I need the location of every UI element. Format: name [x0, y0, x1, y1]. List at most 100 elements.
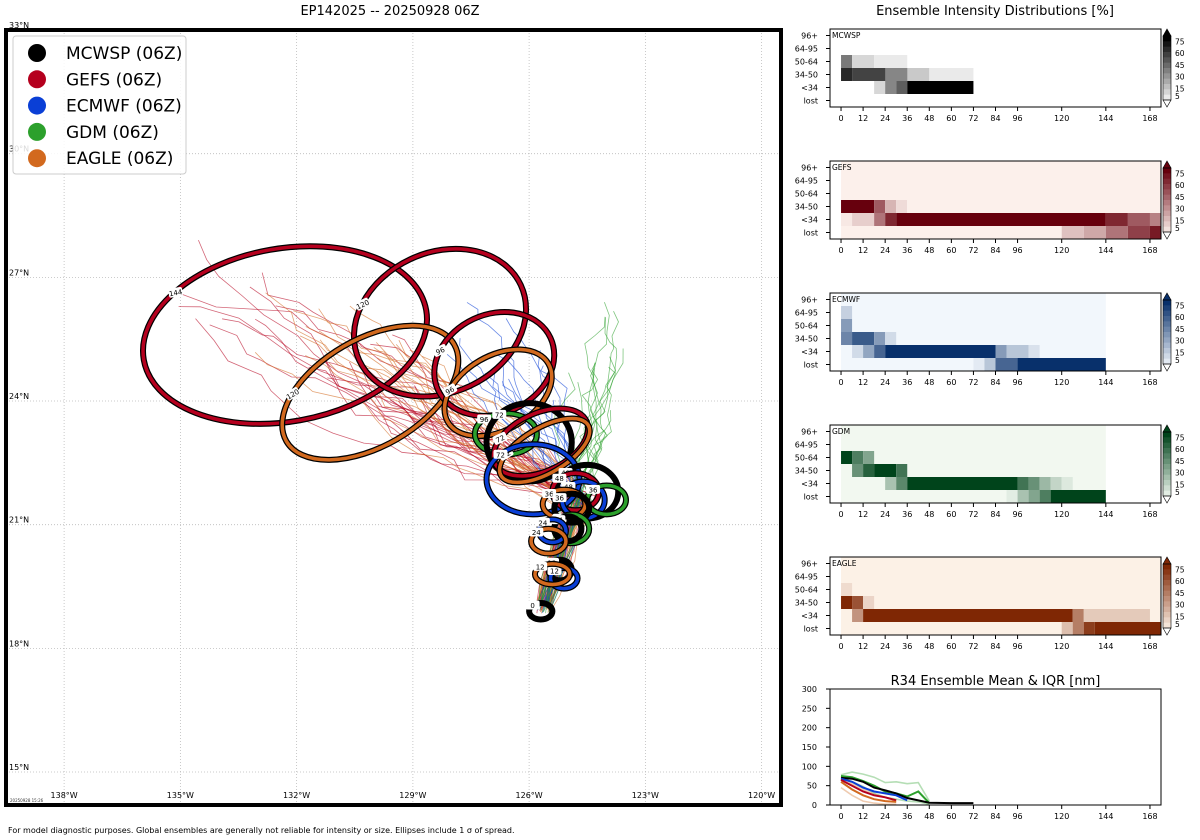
ellipse-hour-label: 96: [480, 416, 489, 424]
colorbar-segment: [1163, 612, 1171, 618]
heatmap-cell: [929, 68, 974, 81]
heatmap-row-label: 64-95: [795, 573, 818, 582]
heatmap-row-label: 50-64: [795, 58, 818, 67]
r34-title: R34 Ensemble Mean & IQR [nm]: [891, 674, 1101, 689]
heatmap-model-name: ECMWF: [832, 295, 860, 304]
ellipse-hour-label: 72: [495, 411, 504, 419]
heatmap-row-label: 50-64: [795, 322, 818, 331]
heatmap-x-tick-label: 0: [838, 246, 843, 255]
heatmap-cell: [841, 451, 1106, 464]
heatmap-cell: [1028, 490, 1040, 503]
colorbar-segment: [1163, 453, 1171, 460]
heatmap-cell: [841, 200, 875, 213]
colorbar-tick-label: 30: [1175, 337, 1185, 346]
colorbar-segment: [1163, 226, 1171, 233]
colorbar-segment: [1163, 305, 1171, 312]
colorbar-tick-label: 60: [1175, 313, 1185, 322]
heatmap-cell: [874, 55, 908, 68]
heatmap-x-tick-label: 48: [924, 378, 934, 387]
r34-x-tick-label: 84: [990, 812, 1000, 821]
colorbar-tick-label: 30: [1175, 73, 1185, 82]
heatmap-x-tick-label: 12: [858, 246, 868, 255]
legend-marker-gdm: [28, 122, 46, 141]
heatmap-cell: [841, 583, 853, 596]
colorbar-tick-label: 45: [1175, 589, 1185, 598]
legend-label-eagle: EAGLE (06Z): [66, 149, 173, 169]
colorbar-segment: [1163, 168, 1171, 174]
colorbar-tick-label: 60: [1175, 181, 1185, 190]
lat-tick-label: 27°N: [9, 268, 29, 277]
heatmap-cell: [984, 358, 996, 371]
heatmap-cell: [874, 200, 886, 213]
r34-y-tick-label: 250: [802, 704, 817, 713]
heatmap-cell: [841, 438, 1106, 451]
heatmap-x-tick-label: 168: [1142, 114, 1157, 123]
heatmap-cell: [1105, 213, 1128, 226]
heatmap-gdm: GDM 96+ 64-95 50-64 34-50 <34 lost 0 12 24 36 48 60 7…: [795, 424, 1185, 519]
heatmap-cell: [1039, 477, 1051, 490]
colorbar-tick-label: 60: [1175, 445, 1185, 454]
ellipse-ring: [280, 323, 461, 462]
colorbar-extend-bottom: [1162, 363, 1172, 372]
heatmap-x-tick-label: 144: [1098, 642, 1113, 651]
colorbar-extend-top: [1162, 160, 1172, 169]
colorbar-tick-label: 5: [1175, 92, 1180, 101]
heatmap-cell: [852, 609, 864, 622]
ellipse-label-bg: [354, 297, 371, 311]
heatmap-row-label: 64-95: [795, 441, 818, 450]
r34-x-tick-label: 120: [1054, 812, 1069, 821]
r34-x-tick-label: 48: [924, 812, 934, 821]
colorbar-segment: [1163, 353, 1171, 360]
heatmap-cell: [1072, 609, 1084, 622]
heatmap-row-label: 50-64: [795, 586, 818, 595]
ellipse-ring: [141, 244, 429, 426]
heatmap-cell: [841, 174, 1161, 187]
ellipse-eagle-24: 24: [528, 525, 569, 557]
colorbar-tick-label: 5: [1175, 620, 1180, 629]
r34-x-tick-label: 60: [946, 812, 956, 821]
heatmap-cell: [896, 200, 908, 213]
heatmap-x-tick-label: 72: [968, 510, 978, 519]
colorbar-segment: [1163, 442, 1171, 449]
heatmap-row-label: 96+: [801, 164, 818, 173]
ellipse-hour-label: 96: [444, 385, 456, 397]
heatmap-cell: [863, 451, 875, 464]
heatmap-row-label: 34-50: [795, 335, 818, 344]
ellipse-hour-label: 48: [555, 475, 564, 483]
heatmap-cell: [841, 319, 853, 332]
heatmap-cell: [885, 68, 908, 81]
r34-x-tick-label: 0: [838, 812, 843, 821]
colorbar-tick-label: 75: [1175, 37, 1185, 46]
r34-iqr-eagle: [840, 786, 897, 805]
heatmap-cell: [885, 200, 897, 213]
colorbar-segment: [1163, 596, 1171, 602]
footer-note: For model diagnostic purposes. Global en…: [8, 826, 515, 835]
heatmap-cell: [1083, 622, 1095, 635]
heatmap-cell: [1127, 226, 1150, 239]
colorbar-frame: [1162, 167, 1172, 233]
heatmap-x-tick-label: 96: [1012, 510, 1022, 519]
heatmap-row-label: 34-50: [795, 71, 818, 80]
colorbar-extend-top: [1162, 556, 1172, 565]
heatmap-cell: [885, 332, 897, 345]
heatmap-x-tick-label: 96: [1012, 642, 1022, 651]
heatmap-row-label: 64-95: [795, 45, 818, 54]
heatmap-x-tick-label: 0: [838, 114, 843, 123]
heatmap-x-tick-label: 168: [1142, 378, 1157, 387]
colorbar-segment: [1163, 316, 1171, 322]
colorbar-segment: [1163, 490, 1171, 497]
colorbar-frame: [1162, 299, 1172, 365]
map-frame: [4, 28, 783, 807]
colorbar-extend-top: [1162, 28, 1172, 37]
colorbar-segment: [1163, 585, 1171, 592]
heatmap-x-tick-label: 60: [946, 114, 956, 123]
colorbar-segment: [1163, 574, 1171, 581]
heatmap-row-label: <34: [801, 480, 818, 489]
heatmap-model-name: GEFS: [832, 163, 852, 172]
heatmap-cell: [852, 451, 864, 464]
heatmap-x-tick-label: 144: [1098, 246, 1113, 255]
heatmap-x-tick-label: 24: [880, 246, 890, 255]
colorbar-segment: [1163, 321, 1171, 328]
heatmap-cell: [841, 55, 853, 68]
heatmap-x-tick-label: 168: [1142, 642, 1157, 651]
